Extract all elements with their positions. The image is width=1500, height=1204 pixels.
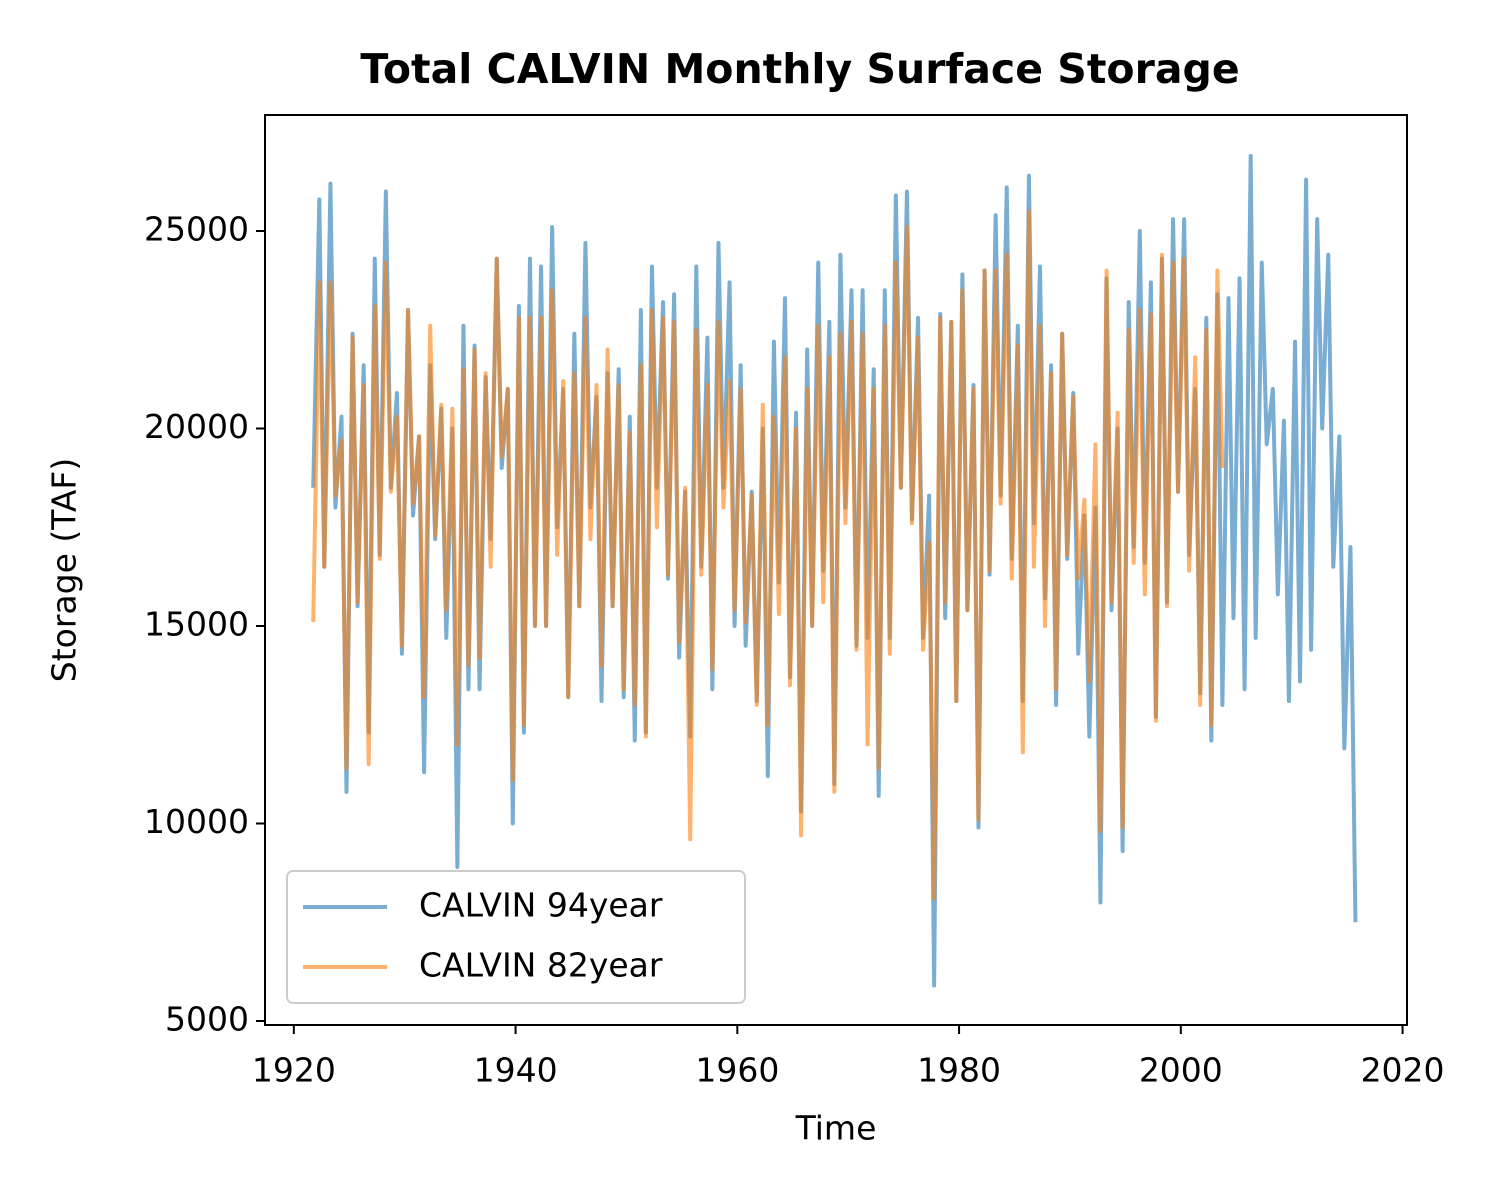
- x-tick-label: 1940: [474, 1051, 558, 1090]
- y-tick-label: 15000: [144, 605, 249, 644]
- y-tick-label: 10000: [144, 802, 249, 841]
- x-tick-label: 2000: [1139, 1051, 1223, 1090]
- data-line: [311, 209, 1225, 901]
- x-tick-label: 2020: [1361, 1051, 1445, 1090]
- plot-frame: [264, 114, 1408, 1026]
- x-tick-label: 1920: [252, 1051, 336, 1090]
- legend-label: CALVIN 82year: [419, 946, 663, 985]
- y-tick-label: 25000: [144, 210, 249, 249]
- legend-label: CALVIN 94year: [419, 886, 663, 925]
- legend-box: [286, 870, 746, 1004]
- x-tick-label: 1960: [695, 1051, 779, 1090]
- y-axis-label: Storage (TAF): [45, 458, 84, 683]
- y-tick-label: 5000: [165, 1000, 249, 1039]
- y-tick-label: 20000: [144, 407, 249, 446]
- x-axis-label: Time: [795, 1109, 877, 1148]
- x-tick-label: 1980: [917, 1051, 1001, 1090]
- chart-title: Total CALVIN Monthly Surface Storage: [360, 45, 1239, 93]
